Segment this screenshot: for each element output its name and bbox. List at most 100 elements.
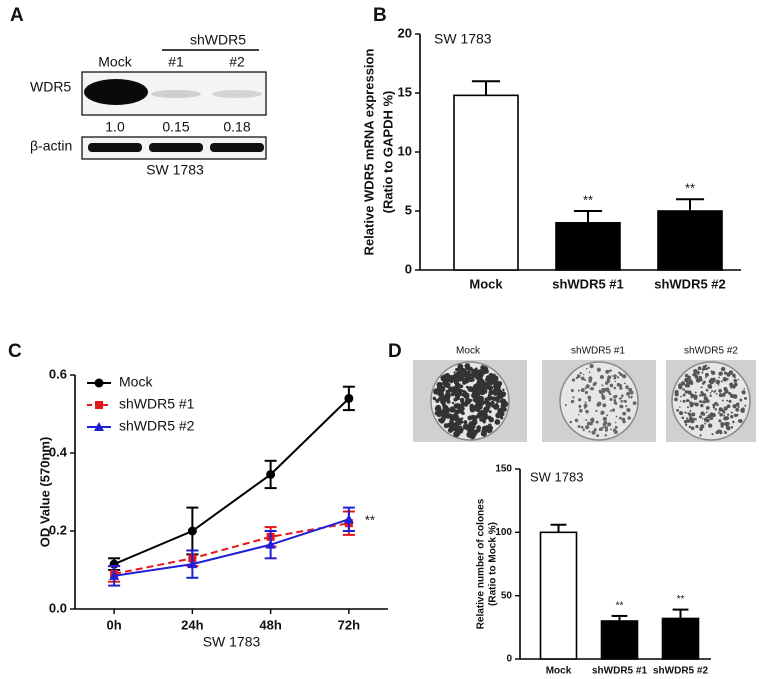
blot-band <box>151 90 201 98</box>
colony-dot <box>588 398 592 402</box>
lane-label: #2 <box>229 54 245 70</box>
colony-dot <box>461 428 464 431</box>
colony-dot <box>732 373 736 378</box>
legend-label: shWDR5 #2 <box>119 418 195 434</box>
colony-dot <box>475 397 479 401</box>
colony-dot <box>696 370 700 374</box>
colony-dot <box>699 434 702 437</box>
colony-dot <box>700 411 705 416</box>
colony-dot <box>593 381 597 385</box>
colony-dot <box>686 417 689 420</box>
colony-dot <box>484 397 488 401</box>
y-axis-label: (Ratio to Mock %) <box>488 522 499 606</box>
colony-dot <box>489 426 494 431</box>
colony-dot <box>469 398 473 402</box>
series-line <box>113 397 350 566</box>
colony-dot <box>596 402 601 407</box>
colony-dot <box>714 408 717 411</box>
colony-dot <box>475 369 481 375</box>
y-tick-label: 0.0 <box>49 600 67 615</box>
group-label: shWDR5 <box>190 32 246 48</box>
colony-dot <box>619 386 623 390</box>
colony-dot <box>444 395 448 399</box>
colony-dot <box>459 404 464 409</box>
colony-dot <box>455 409 461 415</box>
colony-dot <box>586 421 591 426</box>
colony-dot <box>705 416 708 419</box>
colony-dot <box>583 403 588 408</box>
x-tick-label: 0h <box>107 617 122 632</box>
colony-dot <box>685 423 688 426</box>
colony-dot <box>723 416 728 421</box>
colony-dot <box>470 377 475 382</box>
colony-dot <box>703 393 707 397</box>
colony-dot <box>687 406 690 409</box>
colony-label: shWDR5 #1 <box>571 346 625 357</box>
colony-dot <box>446 378 449 382</box>
colony-dot <box>579 371 582 375</box>
x-tick-label: Mock <box>546 666 572 677</box>
colony-dot <box>718 376 721 379</box>
colony-dot <box>446 399 451 404</box>
chart-title: SW 1783 <box>530 469 583 484</box>
colony-dot <box>442 405 449 412</box>
colony-dot <box>701 417 704 420</box>
colony-dot <box>450 415 454 419</box>
colony-dot <box>699 394 702 397</box>
colony-dot <box>628 396 631 399</box>
colony-dot <box>695 424 699 429</box>
blot-panel: shWDR5 Mock #1 #2 WDR5 1.0 0.15 0.18 β-a… <box>30 32 267 178</box>
row-label: β-actin <box>30 138 72 154</box>
colony-dot <box>601 392 604 395</box>
colony-dot <box>688 378 692 382</box>
colony-dot <box>607 422 612 427</box>
colony-dot <box>482 388 488 394</box>
colony-dot <box>687 412 690 415</box>
colony-dot <box>465 366 470 371</box>
colony-dot <box>626 384 629 387</box>
colony-dot <box>480 430 487 437</box>
colony-dot <box>691 412 695 416</box>
colony-dot <box>630 395 633 398</box>
colony-dot <box>680 395 682 398</box>
colony-dot <box>491 396 497 402</box>
colony-dot <box>470 407 475 412</box>
colony-dot <box>717 411 720 414</box>
colony-dot <box>622 374 627 379</box>
y-tick-label: 15 <box>398 84 412 99</box>
colony-dot <box>726 413 730 416</box>
x-tick-label: shWDR5 #1 <box>552 276 624 291</box>
colony-dot <box>495 395 501 401</box>
colony-dot <box>447 427 454 433</box>
colony-dot <box>614 421 617 424</box>
colony-dot <box>443 423 449 429</box>
error-bar <box>675 198 705 211</box>
colony-dot <box>570 399 575 404</box>
colony-dot <box>474 399 480 405</box>
colony-dot <box>715 379 721 385</box>
colony-dot <box>715 430 719 435</box>
colony-dot <box>578 406 581 409</box>
colony-dot <box>491 404 495 408</box>
colony-dot <box>441 381 445 385</box>
colony-dot <box>488 410 492 414</box>
colony-dot <box>455 395 460 401</box>
colony-dot <box>447 374 451 378</box>
colony-dot <box>674 397 678 402</box>
y-tick-label: 0 <box>506 654 512 665</box>
plate <box>559 361 639 441</box>
y-tick-label: 10 <box>398 143 412 158</box>
colony-dot <box>591 430 596 435</box>
colony-dot <box>694 418 697 421</box>
error-bar <box>550 523 567 533</box>
ratio-label: 0.18 <box>223 119 250 135</box>
colony-dot <box>433 388 440 395</box>
colony-dot <box>480 381 483 385</box>
colony-dot <box>737 379 739 381</box>
colony-dot <box>622 420 626 424</box>
colony-dot <box>730 426 734 429</box>
colony-dot <box>690 426 695 431</box>
colony-dot <box>570 388 574 393</box>
x-tick-label: Mock <box>469 276 503 291</box>
